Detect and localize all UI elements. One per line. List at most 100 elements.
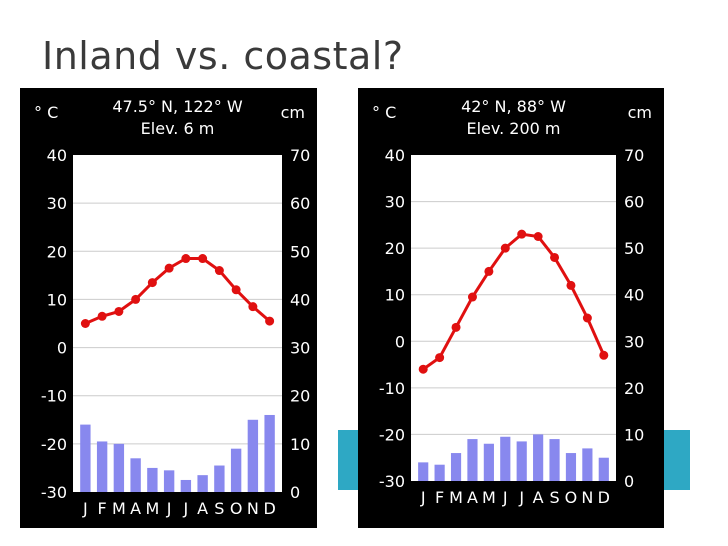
temperature-point bbox=[231, 285, 241, 295]
temperature-point bbox=[114, 306, 124, 316]
temperature-point bbox=[80, 319, 90, 328]
plot-area bbox=[73, 155, 282, 492]
month-label: M bbox=[145, 499, 159, 518]
temperature-point bbox=[198, 254, 208, 264]
temperature-point bbox=[582, 313, 592, 323]
month-label: N bbox=[247, 499, 259, 518]
precip-bar bbox=[163, 470, 175, 492]
climograph-coastal: ° C 47.5° N, 122° W Elev. 6 m cm 40 30 20 10 0 -1… bbox=[20, 88, 317, 528]
precip-tick-label: 0 bbox=[290, 483, 300, 502]
month-label: J bbox=[502, 488, 508, 507]
month-label: J bbox=[183, 499, 189, 518]
precip-bar bbox=[230, 448, 242, 492]
precip-tick-label: 50 bbox=[624, 239, 644, 258]
precip-bar bbox=[147, 467, 158, 492]
precip-bar bbox=[500, 436, 511, 481]
precip-bar bbox=[264, 414, 275, 492]
temperature-point bbox=[451, 322, 461, 332]
precip-tick-label: 20 bbox=[290, 387, 310, 406]
month-label: J bbox=[82, 499, 88, 518]
temp-tick-label: 30 bbox=[47, 194, 67, 213]
month-label: O bbox=[230, 499, 243, 518]
precip-bar bbox=[180, 479, 192, 492]
temperature-point bbox=[435, 353, 445, 363]
temp-tick-label: -20 bbox=[41, 435, 67, 454]
temperature-point bbox=[550, 252, 560, 262]
climograph-inland-svg: ° C 42° N, 88° W Elev. 200 m cm 40 30 20 10 0 -10… bbox=[372, 97, 652, 507]
month-label: A bbox=[197, 499, 208, 518]
precip-bar bbox=[197, 475, 208, 492]
precip-bar bbox=[130, 458, 141, 492]
temperature-point bbox=[97, 311, 107, 321]
precip-bar bbox=[565, 453, 577, 481]
temperature-point bbox=[418, 364, 428, 374]
temperature-point bbox=[265, 316, 275, 326]
temperature-point bbox=[467, 292, 477, 302]
climograph-coastal-svg: ° C 47.5° N, 122° W Elev. 6 m cm 40 30 20 10 0 -1… bbox=[34, 97, 310, 518]
temperature-point bbox=[566, 280, 576, 290]
temperature-point bbox=[181, 254, 191, 264]
precip-tick-label: 70 bbox=[624, 146, 644, 165]
temp-tick-label: 10 bbox=[47, 290, 67, 309]
month-label: N bbox=[581, 488, 593, 507]
precip-bar bbox=[96, 441, 108, 492]
month-label: J bbox=[166, 499, 172, 518]
temperature-point bbox=[214, 266, 224, 276]
temp-tick-label: 10 bbox=[385, 286, 405, 305]
precip-bar bbox=[418, 462, 429, 481]
month-label: A bbox=[533, 488, 544, 507]
slide-title: Inland vs. coastal? bbox=[42, 34, 404, 78]
temp-tick-label: -30 bbox=[379, 472, 405, 491]
temp-tick-label: -10 bbox=[41, 387, 67, 406]
left-unit-label: ° C bbox=[372, 103, 396, 122]
temperature-point bbox=[517, 229, 527, 239]
precip-bar bbox=[582, 448, 593, 481]
left-unit-label: ° C bbox=[34, 103, 58, 122]
precip-bar bbox=[467, 439, 478, 481]
precip-tick-label: 30 bbox=[624, 332, 644, 351]
month-label: J bbox=[518, 488, 524, 507]
precip-tick-label: 50 bbox=[290, 242, 310, 261]
temperature-point bbox=[533, 232, 543, 241]
precip-bar bbox=[247, 419, 259, 492]
precip-bar bbox=[549, 439, 560, 481]
precip-tick-label: 40 bbox=[290, 290, 310, 309]
elevation-label: Elev. 200 m bbox=[466, 119, 560, 138]
temperature-point bbox=[147, 278, 157, 288]
precip-bar bbox=[214, 465, 225, 492]
temp-tick-label: 30 bbox=[385, 193, 405, 212]
temp-tick-label: -30 bbox=[41, 483, 67, 502]
location-label: 47.5° N, 122° W bbox=[112, 97, 242, 116]
temp-tick-label: 0 bbox=[57, 339, 67, 358]
month-label: A bbox=[467, 488, 478, 507]
month-label: S bbox=[549, 488, 559, 507]
temp-tick-label: 40 bbox=[385, 146, 405, 165]
month-label: F bbox=[435, 488, 444, 507]
month-label: O bbox=[565, 488, 578, 507]
precip-bar bbox=[483, 443, 494, 481]
precip-bar bbox=[516, 441, 527, 481]
temperature-line bbox=[422, 232, 606, 371]
precip-tick-label: 10 bbox=[290, 435, 310, 454]
right-unit-label: cm bbox=[281, 103, 305, 122]
precip-bar bbox=[598, 457, 609, 481]
temp-tick-label: -10 bbox=[379, 379, 405, 398]
location-label: 42° N, 88° W bbox=[461, 97, 566, 116]
precip-bar bbox=[533, 434, 544, 481]
month-label: M bbox=[449, 488, 463, 507]
month-label: F bbox=[98, 499, 107, 518]
temp-tick-label: 20 bbox=[385, 239, 405, 258]
month-label: J bbox=[420, 488, 426, 507]
precip-tick-label: 10 bbox=[624, 425, 644, 444]
precip-tick-label: 20 bbox=[624, 379, 644, 398]
precip-tick-label: 0 bbox=[624, 472, 634, 491]
precip-tick-label: 40 bbox=[624, 286, 644, 305]
temperature-point bbox=[164, 263, 174, 273]
temp-tick-label: 20 bbox=[47, 242, 67, 261]
precip-tick-label: 60 bbox=[624, 193, 644, 212]
temperature-point bbox=[500, 243, 510, 253]
precip-bar bbox=[434, 464, 445, 481]
plot-area bbox=[411, 155, 616, 481]
precip-tick-label: 70 bbox=[290, 146, 310, 165]
month-label: D bbox=[263, 499, 275, 518]
